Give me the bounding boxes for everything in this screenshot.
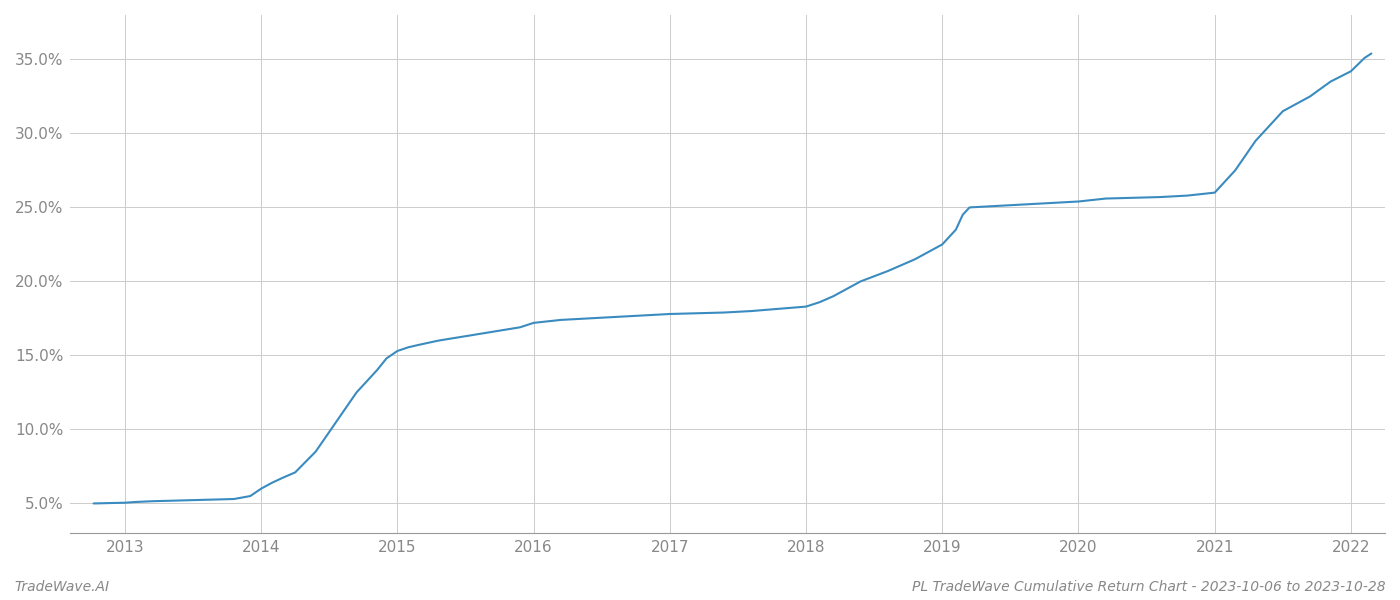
Text: TradeWave.AI: TradeWave.AI: [14, 580, 109, 594]
Text: PL TradeWave Cumulative Return Chart - 2023-10-06 to 2023-10-28: PL TradeWave Cumulative Return Chart - 2…: [913, 580, 1386, 594]
